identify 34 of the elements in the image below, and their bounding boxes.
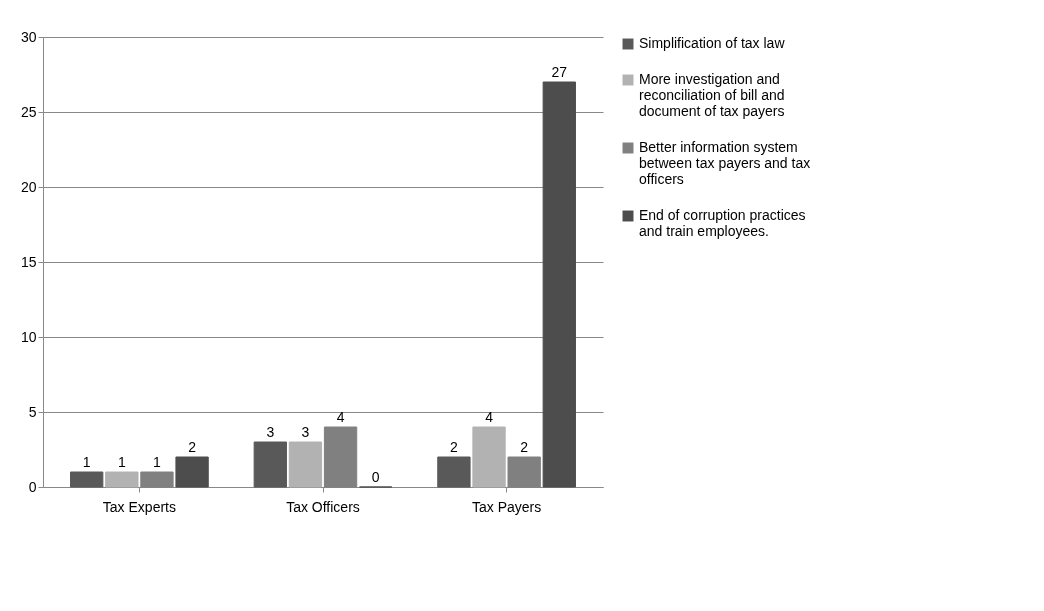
bar <box>542 81 576 488</box>
bar <box>288 441 323 488</box>
y-tick-label: 15 <box>20 253 37 270</box>
bar <box>105 471 139 488</box>
data-label: 0 <box>371 469 380 485</box>
y-tick-label: 0 <box>28 478 37 495</box>
data-label: 2 <box>450 439 459 455</box>
legend-label: Simplification of tax law <box>639 35 786 51</box>
data-label: 3 <box>301 424 310 440</box>
data-label: 4 <box>485 409 494 425</box>
y-tick-label: 20 <box>20 178 37 195</box>
data-label: 3 <box>266 424 275 440</box>
legend-label: Better information system between tax payers and tax officers <box>639 139 811 187</box>
legend-label: End of corruption practices and train employees. <box>639 207 806 239</box>
y-tick-label: 25 <box>20 103 37 120</box>
bar <box>472 426 506 488</box>
legend-label: More investigation and reconciliation of bill and document of tax payers <box>639 71 785 119</box>
data-label: 2 <box>188 439 197 455</box>
bar <box>253 441 287 488</box>
x-tick-label: Tax Payers <box>471 498 542 515</box>
x-tick-label: Tax Officers <box>286 498 360 515</box>
bar <box>437 456 471 488</box>
data-label: 2 <box>520 439 529 455</box>
data-label: 1 <box>153 454 162 470</box>
data-label: 4 <box>336 409 345 425</box>
data-label: 1 <box>117 454 126 470</box>
y-tick-label: 30 <box>20 28 37 45</box>
data-label: 27 <box>551 64 568 80</box>
x-tick-label: Tax Experts <box>102 498 176 515</box>
bar <box>70 471 104 488</box>
y-tick-label: 10 <box>20 328 37 345</box>
y-tick-label: 5 <box>28 403 37 420</box>
data-label: 1 <box>82 454 91 470</box>
bar <box>175 456 209 488</box>
